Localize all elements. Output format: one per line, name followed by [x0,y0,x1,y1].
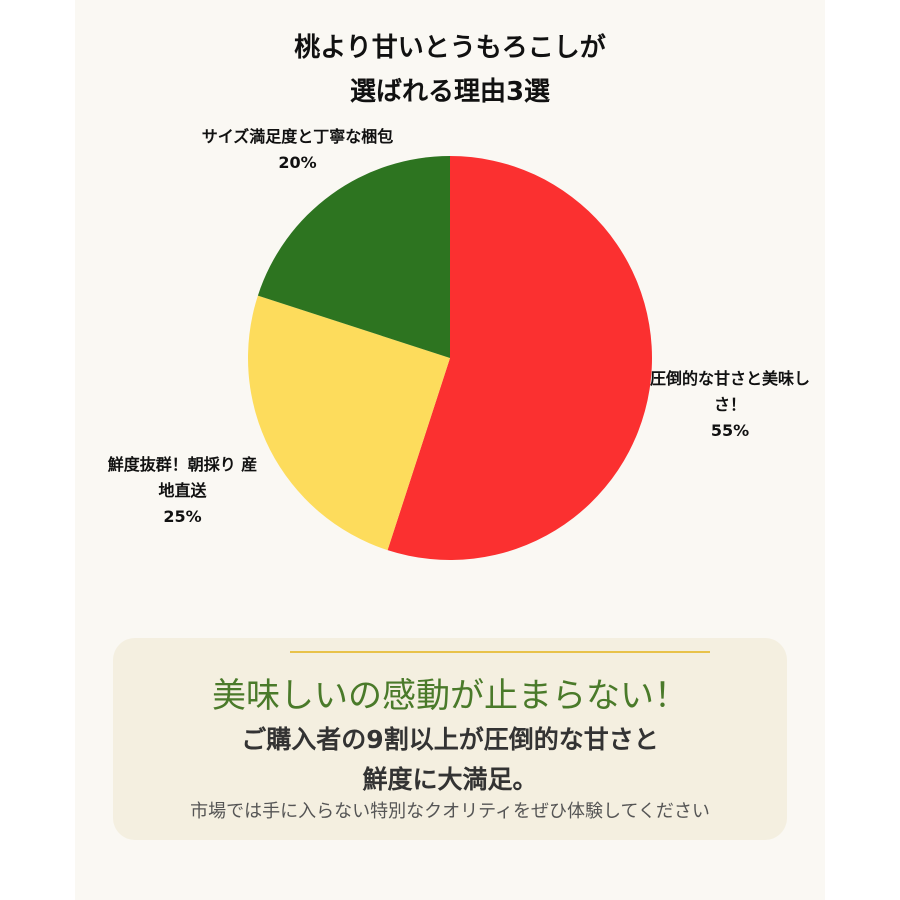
category-label: 圧倒的な甘さと美味しさ！ [650,369,811,414]
slice-label: 圧倒的な甘さと美味しさ！ 55% [650,366,810,444]
slice-label: サイズ満足度と丁寧な梱包 20% [175,124,420,176]
category-label: サイズ満足度と丁寧な梱包 [201,127,394,146]
slice-label: 鮮度抜群！朝採り 産地直送 25% [100,452,265,530]
panel-note: 市場では手に入らない特別なクオリティをぜひ体験してください [190,801,710,822]
pie-slice [248,295,450,551]
panel-message: ご購入者の9割以上が圧倒的な甘さと 鮮度に大満足。 [241,725,659,794]
pie-slice [257,156,450,358]
pie-chart [248,156,653,560]
category-label: 鮮度抜群！朝採り 産地直送 [107,455,258,500]
value-label: 25% [163,507,202,526]
value-label: 20% [278,153,317,172]
pie-slice [387,156,653,560]
chart-title: 桃より甘いとうもろこしが 選ばれる理由3選 [294,33,606,107]
value-label: 55% [710,421,750,440]
message-panel [113,638,787,840]
divider [290,651,710,653]
panel-heading: 美味しいの感動が止まらない！ [212,676,688,716]
